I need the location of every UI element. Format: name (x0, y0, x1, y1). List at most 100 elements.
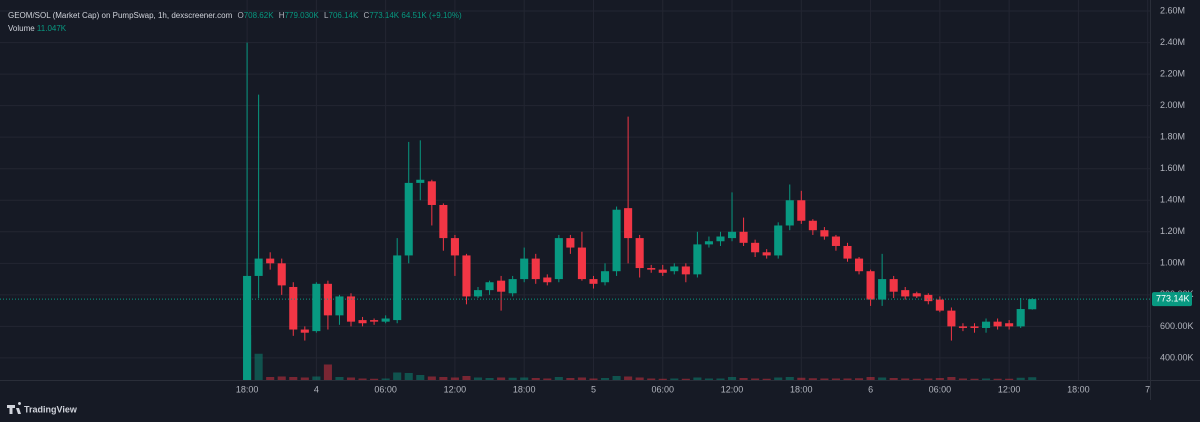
candle-body (439, 204, 448, 239)
y-tick-label: 2.00M (1160, 100, 1185, 110)
legend-row: GEOM/SOL (Market Cap) on PumpSwap, 1h, d… (8, 9, 462, 22)
y-tick-label: 1.20M (1160, 226, 1185, 236)
candle-body (635, 238, 644, 269)
volume-bar (808, 378, 817, 380)
candle-body (497, 280, 506, 292)
close-value: 773.14K (369, 11, 400, 20)
candle-body (243, 275, 252, 380)
volume-bar (254, 353, 263, 380)
volume-bar (300, 377, 309, 380)
volume-bar (370, 378, 379, 380)
candle-body (774, 225, 783, 256)
candle-body (785, 200, 794, 226)
volume-bar (543, 378, 552, 380)
candle-body (543, 277, 552, 283)
candle-body (566, 238, 575, 248)
volume-bar (1028, 377, 1037, 380)
volume-bar (600, 378, 610, 380)
candle-body (624, 208, 633, 239)
volume-bar (427, 376, 436, 380)
volume-bar (520, 377, 529, 380)
volume-bar (277, 376, 286, 380)
open-value: 708.62K (243, 11, 274, 20)
symbol: GEOM/SOL (Market Cap) on PumpSwap, 1h, d… (8, 11, 233, 20)
volume-value: 11.047K (36, 24, 67, 33)
close-label: C (363, 11, 370, 20)
y-tick-label: 1.00M (1160, 258, 1185, 268)
volume-bar (901, 378, 910, 380)
candle-body (739, 231, 748, 243)
volume-bar (381, 378, 390, 380)
candle-body (358, 320, 367, 324)
candle-body (300, 329, 309, 333)
volume-bar (843, 378, 852, 380)
low-value: 706.14K (328, 11, 359, 20)
volume-bar (854, 378, 864, 380)
candle-body (254, 258, 263, 276)
volume-bar (335, 377, 344, 380)
volume-bar (358, 378, 367, 380)
volume-bar (647, 378, 656, 380)
y-tick-label: 1.80M (1160, 132, 1185, 142)
logo: TradingView (7, 402, 78, 414)
candle-body (520, 258, 529, 280)
candle-body (947, 310, 956, 327)
candle-body (312, 283, 321, 332)
x-tick-label: 6 (868, 384, 873, 394)
candle-body (473, 290, 483, 297)
candle-body (854, 258, 864, 272)
candle-body (370, 320, 379, 322)
candle-body (647, 268, 656, 270)
candle-body (831, 236, 840, 246)
candle-body (1016, 309, 1025, 327)
volume-bar (439, 377, 448, 380)
candle-body (589, 279, 598, 284)
volume-bar (681, 378, 690, 380)
candle-body (1028, 299, 1037, 310)
volume-bar (727, 377, 737, 380)
volume-bar (982, 378, 991, 380)
candle-body (658, 269, 667, 273)
y-tick-label: 2.60M (1160, 5, 1185, 15)
candle-body (277, 263, 286, 286)
x-tick-label: 4 (314, 384, 319, 394)
candle-body (670, 266, 679, 272)
y-tick-label: 1.40M (1160, 195, 1185, 205)
x-tick-label: 18:00 (513, 384, 536, 394)
brand: TradingView (24, 404, 78, 414)
volume-bar (566, 378, 575, 380)
candle-body (866, 271, 875, 300)
candle-body (878, 279, 887, 300)
volume-bar (323, 364, 332, 380)
x-tick-label: 5 (591, 384, 596, 394)
volume-bar (889, 378, 898, 380)
candle-body (912, 293, 921, 297)
volume-bar (554, 377, 563, 380)
candles (0, 42, 1150, 380)
volume-bar (266, 377, 275, 380)
candle-body (797, 200, 806, 221)
x-tick-label: 12:00 (998, 384, 1021, 394)
volume-bar (958, 378, 967, 380)
legend-row: Volume 11.047K (8, 22, 462, 35)
x-tick-label: 12:00 (444, 384, 467, 394)
candle-body (704, 241, 713, 245)
candle-body (924, 294, 933, 302)
volume-bar (924, 378, 933, 380)
change: 64.51K (+9.10%) (401, 11, 462, 20)
volume-bar (820, 378, 829, 380)
x-tick-label: 06:00 (929, 384, 952, 394)
candle-body (808, 220, 817, 231)
candle-body (1005, 323, 1014, 327)
last-price-box (1152, 292, 1192, 307)
volume-bar (473, 377, 483, 380)
candle-body (416, 179, 425, 183)
volume-bar (774, 377, 783, 380)
y-tick-label: 600.00K (1160, 321, 1194, 331)
volume-bar (739, 378, 748, 380)
candle-body (901, 290, 910, 297)
candle-body (935, 299, 944, 311)
x-tick-label: 18:00 (1067, 384, 1090, 394)
volume-bar (751, 378, 760, 380)
